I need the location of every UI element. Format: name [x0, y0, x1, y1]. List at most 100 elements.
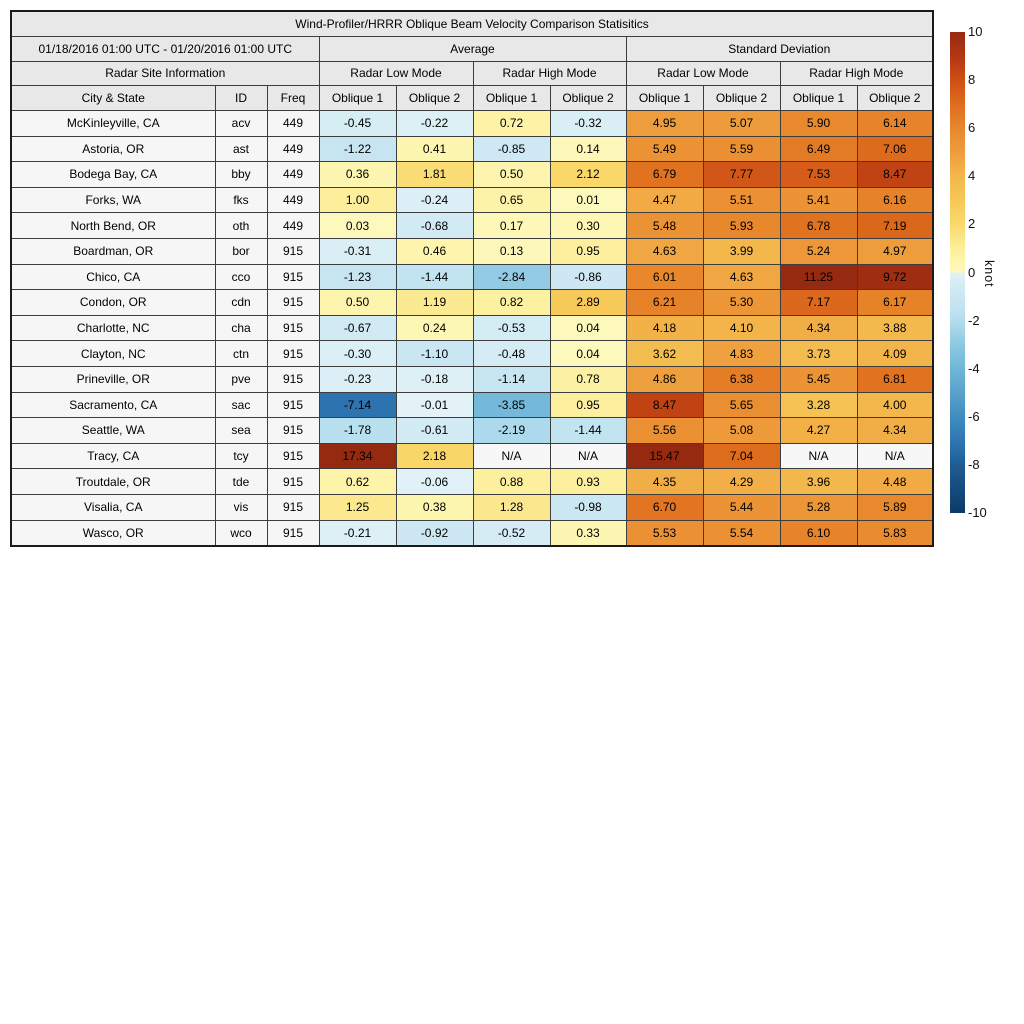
value-cell: 0.14	[549, 135, 627, 163]
value-cell: -2.19	[472, 417, 551, 444]
value-cell: -0.67	[318, 314, 397, 342]
value-cell: -1.14	[472, 365, 551, 393]
value-cell: 2.18	[395, 442, 474, 470]
colorbar-tick--6: -6	[968, 408, 980, 424]
value-cell: 1.28	[472, 493, 551, 521]
value-cell: 7.04	[702, 442, 781, 470]
value-cell: 0.88	[472, 468, 551, 495]
value-cell: -1.10	[395, 340, 474, 367]
value-cell: 0.33	[549, 519, 627, 547]
value-cell: 0.13	[472, 237, 551, 265]
value-cell: 1.19	[395, 289, 474, 316]
value-cell: -0.01	[395, 391, 474, 419]
table-row: Condon, OR cdn 915 0.50 1.19 0.82 2.89 6.21 5.30…	[10, 289, 934, 316]
city-cell: Prineville, OR	[10, 365, 216, 393]
site-info-header: Radar Site Information	[10, 60, 320, 86]
value-cell: -1.22	[318, 135, 397, 163]
value-cell: 0.78	[549, 365, 627, 393]
column-header-oblique-1: Oblique 1	[472, 85, 551, 111]
value-cell: 7.17	[779, 289, 858, 316]
freq-cell: 915	[266, 263, 320, 291]
column-header-oblique-2: Oblique 2	[856, 85, 934, 111]
value-cell: 4.83	[702, 340, 781, 367]
value-cell: 3.96	[779, 468, 858, 495]
value-cell: 1.25	[318, 493, 397, 521]
id-cell: pve	[214, 365, 268, 393]
id-cell: oth	[214, 212, 268, 239]
freq-cell: 449	[266, 135, 320, 163]
value-cell: -0.18	[395, 365, 474, 393]
city-cell: Charlotte, NC	[10, 314, 216, 342]
table-row: Astoria, OR ast 449 -1.22 0.41 -0.85 0.14 5.49 5…	[10, 135, 934, 163]
value-cell: 3.88	[856, 314, 934, 342]
value-cell: 8.47	[856, 161, 934, 188]
value-cell: 0.82	[472, 289, 551, 316]
city-cell: Sacramento, CA	[10, 391, 216, 419]
id-cell: sea	[214, 417, 268, 444]
column-header-id: ID	[214, 85, 268, 111]
city-cell: North Bend, OR	[10, 212, 216, 239]
freq-cell: 915	[266, 493, 320, 521]
value-cell: 9.72	[856, 263, 934, 291]
value-cell: 8.47	[625, 391, 704, 419]
freq-cell: 915	[266, 289, 320, 316]
value-cell: 0.50	[318, 289, 397, 316]
value-cell: -0.61	[395, 417, 474, 444]
value-cell: 6.16	[856, 186, 934, 214]
column-header-oblique-2: Oblique 2	[702, 85, 781, 111]
value-cell: -0.30	[318, 340, 397, 367]
freq-cell: 915	[266, 391, 320, 419]
column-header-oblique-1: Oblique 1	[779, 85, 858, 111]
value-cell: 4.27	[779, 417, 858, 444]
value-cell: 3.99	[702, 237, 781, 265]
city-cell: McKinleyville, CA	[10, 110, 216, 137]
value-cell: 3.73	[779, 340, 858, 367]
city-cell: Wasco, OR	[10, 519, 216, 547]
value-cell: 2.12	[549, 161, 627, 188]
table-title: Wind-Profiler/HRRR Oblique Beam Velocity…	[10, 10, 934, 37]
value-cell: 0.95	[549, 237, 627, 265]
value-cell: 5.30	[702, 289, 781, 316]
value-cell: 4.00	[856, 391, 934, 419]
group-header-row: 01/18/2016 01:00 UTC - 01/20/2016 01:00 …	[10, 36, 934, 62]
freq-cell: 915	[266, 365, 320, 393]
value-cell: 5.48	[625, 212, 704, 239]
value-cell: 4.63	[625, 237, 704, 265]
table-row: Wasco, OR wco 915 -0.21 -0.92 -0.52 0.33 5.53 5.…	[10, 519, 934, 547]
value-cell: 6.79	[625, 161, 704, 188]
value-cell: 0.72	[472, 110, 551, 137]
value-cell: 4.34	[856, 417, 934, 444]
colorbar-tick-8: 8	[968, 72, 976, 88]
column-header-oblique-2: Oblique 2	[549, 85, 627, 111]
value-cell: 0.30	[549, 212, 627, 239]
city-cell: Bodega Bay, CA	[10, 161, 216, 188]
id-cell: cco	[214, 263, 268, 291]
id-cell: bby	[214, 161, 268, 188]
value-cell: -0.85	[472, 135, 551, 163]
value-cell: 0.38	[395, 493, 474, 521]
value-cell: 5.65	[702, 391, 781, 419]
mode-header-avg-high: Radar High Mode	[472, 60, 627, 86]
table-row: Sacramento, CA sac 915 -7.14 -0.01 -3.85 0.95 8…	[10, 391, 934, 419]
value-cell: 3.28	[779, 391, 858, 419]
value-cell: 5.90	[779, 110, 858, 137]
value-cell: -0.23	[318, 365, 397, 393]
value-cell: 5.07	[702, 110, 781, 137]
value-cell: 0.46	[395, 237, 474, 265]
city-cell: Boardman, OR	[10, 237, 216, 265]
value-cell: 7.53	[779, 161, 858, 188]
freq-cell: 915	[266, 314, 320, 342]
value-cell: 5.24	[779, 237, 858, 265]
value-cell: -0.22	[395, 110, 474, 137]
value-cell: 0.01	[549, 186, 627, 214]
value-cell: 6.21	[625, 289, 704, 316]
value-cell: -0.86	[549, 263, 627, 291]
freq-cell: 915	[266, 468, 320, 495]
group-header-standard-deviation: Standard Deviation	[625, 36, 934, 62]
column-header-oblique-1: Oblique 1	[318, 85, 397, 111]
value-cell: 0.41	[395, 135, 474, 163]
value-cell: 4.63	[702, 263, 781, 291]
value-cell: 4.34	[779, 314, 858, 342]
value-cell: 5.89	[856, 493, 934, 521]
value-cell: 0.95	[549, 391, 627, 419]
